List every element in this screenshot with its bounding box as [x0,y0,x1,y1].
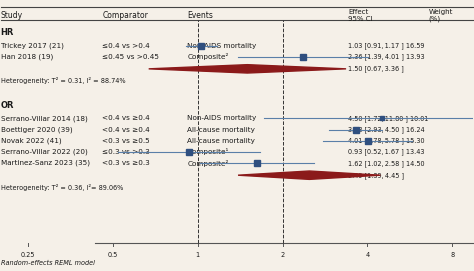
Text: <0.3 vs ≥0.5: <0.3 vs ≥0.5 [102,138,150,144]
Text: Trickey 2017 (21): Trickey 2017 (21) [0,42,64,49]
Text: Comparator: Comparator [102,11,148,20]
Text: Composite²: Composite² [187,53,229,60]
Text: 1.03 [0.91, 1.17 ] 16.59: 1.03 [0.91, 1.17 ] 16.59 [348,42,425,49]
Text: Heterogeneity: T² = 0.36, I²= 89.06%: Heterogeneity: T² = 0.36, I²= 89.06% [0,184,123,191]
Text: 0.25: 0.25 [21,251,35,257]
Text: Weight
(%): Weight (%) [428,9,453,22]
Polygon shape [149,65,346,73]
Text: <0.3 vs ≥0.3: <0.3 vs ≥0.3 [102,160,150,166]
Text: Random-effects REML model: Random-effects REML model [0,260,95,266]
Text: Boettiger 2020 (39): Boettiger 2020 (39) [0,126,73,133]
Text: Study: Study [0,11,23,20]
Text: Heterogeneity: T² = 0.31, I² = 88.74%: Heterogeneity: T² = 0.31, I² = 88.74% [0,77,125,84]
Text: 0.93 [0.52, 1.67 ] 13.43: 0.93 [0.52, 1.67 ] 13.43 [348,149,425,155]
Text: All-cause mortality: All-cause mortality [187,127,255,133]
Text: Non-AIDS mortality: Non-AIDS mortality [187,43,256,49]
Text: 2.36 [1.39, 4.01 ] 13.93: 2.36 [1.39, 4.01 ] 13.93 [348,53,425,60]
Text: 3.63 [2.93, 4.50 ] 16.24: 3.63 [2.93, 4.50 ] 16.24 [348,126,425,133]
Text: 4.50 [1.72, 11.80 ] 10.01: 4.50 [1.72, 11.80 ] 10.01 [348,115,428,122]
Text: 2: 2 [281,251,284,257]
Text: 4: 4 [365,251,369,257]
Text: ≤0.4 vs >0.4: ≤0.4 vs >0.4 [102,43,150,49]
Text: Composite¹: Composite¹ [187,149,229,156]
Text: HR: HR [0,28,14,37]
Polygon shape [238,171,381,179]
Text: 2.49 [1.39, 4.45 ]: 2.49 [1.39, 4.45 ] [348,172,404,179]
Text: ≤0.3 vs >0.3: ≤0.3 vs >0.3 [102,149,150,155]
Text: 8: 8 [450,251,455,257]
Text: 1.50 [0.67, 3.36 ]: 1.50 [0.67, 3.36 ] [348,66,404,72]
Text: Martinez-Sanz 2023 (35): Martinez-Sanz 2023 (35) [0,160,90,166]
Text: Composite²: Composite² [187,160,229,167]
Text: Han 2018 (19): Han 2018 (19) [0,54,53,60]
Text: All-cause mortality: All-cause mortality [187,138,255,144]
Text: 1: 1 [196,251,200,257]
Text: 4.01 [2.78, 5.78 ] 15.30: 4.01 [2.78, 5.78 ] 15.30 [348,137,425,144]
Text: Serrano-Villar 2022 (20): Serrano-Villar 2022 (20) [0,149,87,155]
Text: 1.62 [1.02, 2.58 ] 14.50: 1.62 [1.02, 2.58 ] 14.50 [348,160,425,167]
Text: ≤0.45 vs >0.45: ≤0.45 vs >0.45 [102,54,159,60]
Text: Non-AIDS mortality: Non-AIDS mortality [187,115,256,121]
Text: Serrano-Villar 2014 (18): Serrano-Villar 2014 (18) [0,115,87,121]
Text: <0.4 vs ≥0.4: <0.4 vs ≥0.4 [102,115,150,121]
Text: OR: OR [0,101,14,110]
Text: Effect
95% CI: Effect 95% CI [348,9,373,22]
Text: <0.4 vs ≥0.4: <0.4 vs ≥0.4 [102,127,150,133]
Text: Events: Events [187,11,213,20]
Text: 0.5: 0.5 [108,251,118,257]
Text: Novak 2022 (41): Novak 2022 (41) [0,137,61,144]
